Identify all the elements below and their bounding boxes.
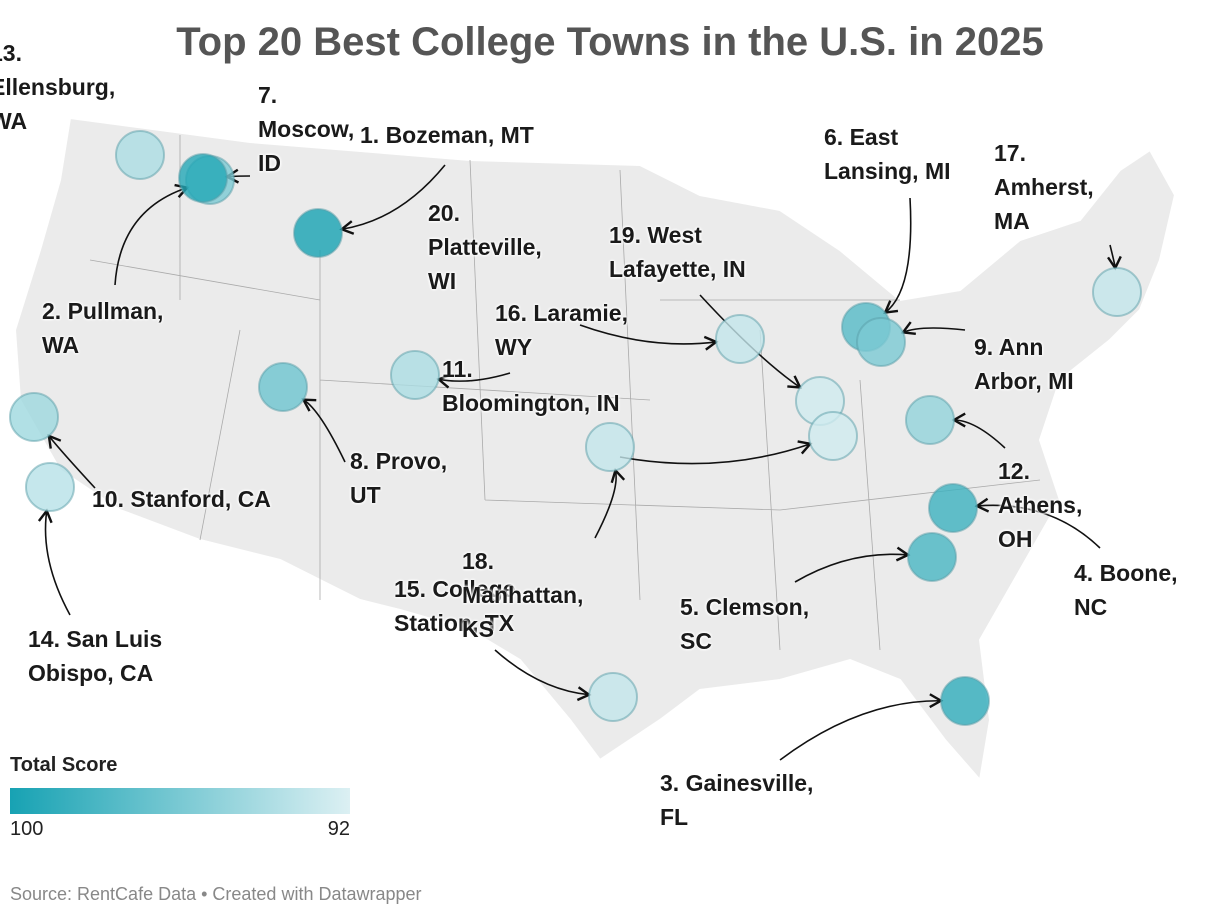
legend-title: Total Score: [10, 754, 118, 776]
label-arrow: [974, 497, 1101, 549]
label-arrow: [47, 433, 96, 489]
city-label: 18. Manhattan, KS: [462, 548, 584, 642]
label-arrow: [794, 546, 911, 583]
city-label: 19. West Lafayette, IN: [609, 222, 746, 282]
city-label: 14. San Luis Obispo, CA: [28, 626, 163, 686]
label-arrow: [883, 197, 912, 314]
title: Top 20 Best College Towns in the U.S. in…: [176, 20, 1044, 64]
city-label: 1. Bozeman, MT: [360, 122, 534, 148]
city-marker: [25, 462, 75, 512]
city-marker: [1092, 267, 1142, 317]
legend-max-label: 92: [327, 818, 350, 840]
city-label: 4. Boone, NC: [1074, 560, 1178, 620]
city-marker: [178, 153, 228, 203]
city-label: 5. Clemson, SC: [680, 594, 810, 654]
city-marker: [940, 676, 990, 726]
city-label: 11. Bloomington, IN: [442, 356, 620, 416]
city-marker: [9, 392, 59, 442]
city-marker: [293, 208, 343, 258]
label-arrow: [301, 398, 346, 463]
city-marker: [115, 130, 165, 180]
label-arrow: [951, 412, 1006, 449]
city-marker: [905, 395, 955, 445]
label-arrow: [779, 693, 944, 761]
label-arrow: [114, 183, 190, 286]
city-marker: [585, 422, 635, 472]
city-marker: [907, 532, 957, 582]
city-label: 7. Moscow, ID: [258, 82, 355, 176]
city-label: 3. Gainesville, FL: [660, 770, 814, 830]
city-label: 20. Platteville, WI: [428, 200, 542, 294]
label-arrow: [436, 372, 511, 389]
source: Source: RentCafe Data • Created with Dat…: [10, 884, 422, 904]
city-label: 13. Ellensburg, WA: [0, 40, 116, 134]
city-marker: [715, 314, 765, 364]
label-arrow: [594, 468, 626, 539]
city-label: 12. Athens, OH: [998, 458, 1083, 552]
city-label: 17. Amherst, MA: [994, 140, 1094, 234]
city-marker: [588, 672, 638, 722]
city-label: 15. College Station, TX: [394, 576, 516, 636]
arrows: [37, 164, 1122, 761]
city-marker: [856, 317, 906, 367]
label-arrow: [494, 649, 592, 702]
city-label: 9. Ann Arbor, MI: [974, 334, 1074, 394]
label-arrow: [37, 508, 71, 616]
city-label: 2. Pullman, WA: [42, 298, 164, 358]
city-markers: [9, 130, 1142, 726]
city-marker: [928, 483, 978, 533]
label-arrow: [619, 440, 813, 465]
city-label: 10. Stanford, CA: [92, 486, 271, 512]
city-label: 16. Laramie, WY: [495, 300, 628, 360]
legend-gradient: [10, 788, 350, 814]
city-marker: [808, 411, 858, 461]
city-marker: [258, 362, 308, 412]
city-marker: [390, 350, 440, 400]
label-arrow: [900, 321, 966, 336]
state-borders: [89, 135, 1041, 651]
label-arrow: [579, 324, 719, 351]
legend-min-label: 100: [10, 818, 44, 840]
city-label: 8. Provo, UT: [350, 448, 448, 508]
city-label: 6. East Lansing, MI: [824, 124, 951, 184]
label-arrow: [339, 164, 446, 235]
